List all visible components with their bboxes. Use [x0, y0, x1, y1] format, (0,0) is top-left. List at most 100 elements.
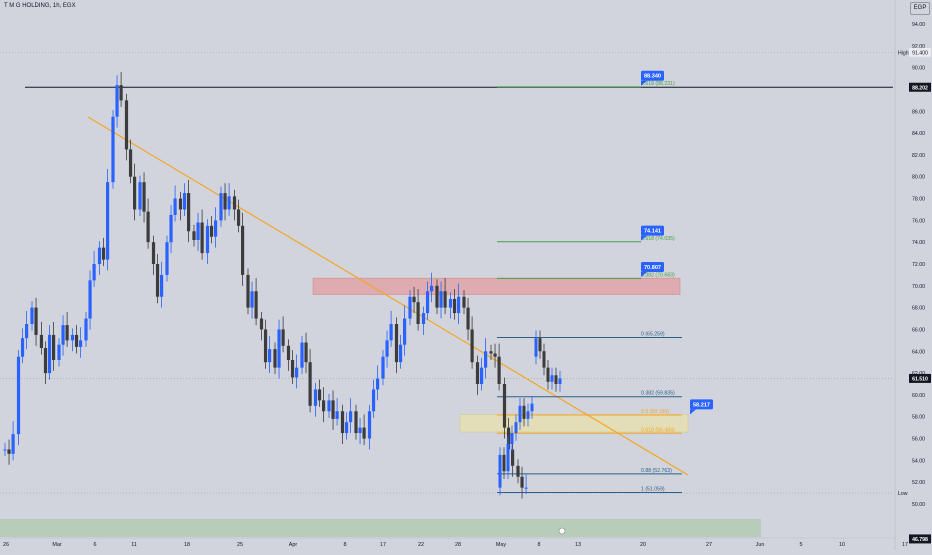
candle-body — [295, 367, 299, 378]
candle-body — [416, 302, 420, 324]
candle-body — [518, 405, 522, 423]
candle-body — [3, 449, 7, 451]
x-tick-label: 17 — [380, 542, 386, 548]
candle-body — [138, 182, 142, 210]
axis-price-badge-label: 91.400 — [912, 50, 928, 56]
candle-body — [542, 351, 546, 368]
candle-body — [497, 356, 501, 384]
candle-body — [263, 329, 268, 363]
fib-level-label: 0.382 (59.835) — [641, 391, 675, 397]
candle-body — [408, 296, 412, 319]
target-price-badge[interactable] — [690, 399, 713, 410]
x-tick-label: 18 — [184, 542, 190, 548]
candle-body — [502, 384, 507, 428]
candle-body — [340, 411, 345, 434]
candle-body — [273, 349, 277, 368]
fib-level-label: 0.88 (52.763) — [641, 468, 672, 474]
candle-body — [97, 247, 102, 264]
candle-body — [214, 220, 218, 237]
candle-body — [534, 338, 538, 357]
fib-level-label: 0.618 (74.035) — [641, 236, 675, 242]
symbol-title: T M G HOLDING, 1h, EGX — [4, 3, 76, 9]
candle-body — [142, 182, 146, 212]
candle-body — [448, 298, 453, 308]
candle-body — [277, 329, 281, 368]
candle-body — [489, 351, 493, 354]
candle-body — [524, 487, 528, 489]
axis-price-badge-label: 46.798 — [912, 537, 928, 543]
fib-level-label: 0.5 (58.159) — [641, 409, 669, 415]
x-tick-label: 20 — [640, 542, 646, 548]
x-tick-label: 28 — [455, 542, 461, 548]
candle-body — [443, 291, 447, 308]
supply-zone[interactable] — [312, 277, 681, 295]
target-badge-pointer — [641, 272, 647, 278]
candle-body — [74, 334, 79, 347]
fib-level-label: 0.382 (70.683) — [641, 272, 675, 278]
candle-body — [470, 329, 474, 363]
candle-body — [11, 434, 15, 454]
candle-body — [526, 411, 530, 419]
candle-body — [178, 198, 183, 210]
candle-body — [522, 405, 526, 419]
y-tick-label: 52.00 — [912, 480, 925, 486]
y-tick-label: 58.00 — [912, 415, 925, 421]
candle-body — [209, 225, 214, 237]
candle-body — [550, 375, 554, 382]
candle-body — [119, 85, 123, 101]
candle-body — [223, 193, 227, 210]
candle-body — [70, 334, 75, 341]
y-tick-label: 72.00 — [912, 262, 925, 268]
candle-body — [538, 338, 542, 352]
candle-body — [475, 362, 480, 384]
x-tick-label: 27 — [706, 542, 712, 548]
target-badge-label: 88.340 — [644, 74, 661, 80]
candle-body — [155, 264, 160, 297]
fib-level-label: 1 (51.059) — [641, 486, 665, 492]
candle-body — [435, 285, 439, 308]
candle-body — [389, 324, 393, 341]
candle-body — [205, 225, 210, 254]
axis-price-badge-label: 61.510 — [912, 376, 928, 382]
target-badge-label: 58.217 — [693, 402, 710, 408]
candle-body — [313, 389, 318, 406]
event-marker-icon[interactable] — [558, 527, 566, 535]
candle-body — [47, 334, 52, 374]
candle-body — [506, 444, 510, 472]
candle-body — [493, 353, 497, 357]
candle-body — [506, 427, 511, 450]
candle-body — [151, 242, 156, 264]
currency-badge[interactable]: EGP — [910, 2, 930, 15]
candle-body — [88, 280, 92, 319]
candle-body — [57, 344, 61, 360]
candle-body — [268, 349, 272, 363]
candle-body — [165, 242, 169, 275]
candle-body — [30, 307, 34, 324]
candle-body — [514, 422, 518, 434]
candle-body — [546, 367, 550, 382]
y-tick-label: 90.00 — [912, 66, 925, 72]
candle-body — [304, 342, 308, 363]
y-tick-label: 56.00 — [912, 437, 925, 443]
y-tick-label: 74.00 — [912, 240, 925, 246]
y-tick-label: 60.00 — [912, 393, 925, 399]
candle-body — [52, 334, 56, 360]
candle-body — [39, 334, 44, 348]
axis-badge-caption: Low — [898, 491, 908, 497]
candle-body — [192, 231, 196, 240]
target-price-badge[interactable] — [641, 225, 664, 236]
candle-body — [344, 422, 349, 434]
volume-strip — [0, 519, 761, 537]
target-price-badge[interactable] — [641, 70, 664, 81]
x-tick-label: Apr — [289, 542, 298, 548]
x-tick-label: 22 — [418, 542, 424, 548]
candle-body — [511, 449, 515, 466]
target-price-badge[interactable] — [641, 262, 664, 273]
candle-body — [196, 222, 200, 240]
candle-body — [484, 351, 488, 368]
y-tick-label: 50.00 — [912, 502, 925, 508]
candle-body — [452, 298, 457, 314]
